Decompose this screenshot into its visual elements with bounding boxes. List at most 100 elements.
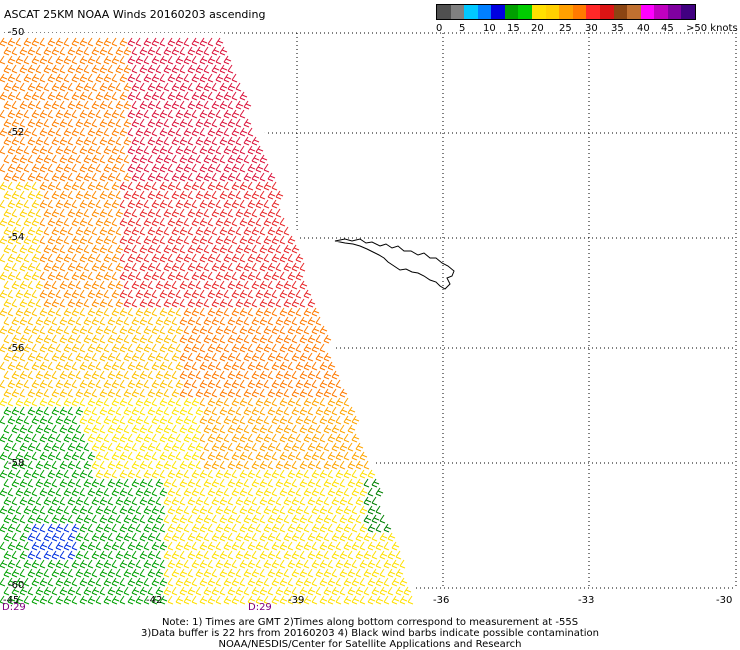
wind-barb bbox=[143, 73, 152, 83]
wind-barb bbox=[119, 37, 128, 47]
wind-barb-flag bbox=[201, 58, 208, 62]
wind-barb-flag bbox=[121, 76, 128, 80]
wind-barb-staff bbox=[183, 37, 189, 45]
wind-barb-flag bbox=[13, 85, 20, 89]
wind-barb-flag bbox=[71, 43, 78, 47]
wind-barb bbox=[11, 64, 18, 74]
wind-barb bbox=[151, 55, 160, 65]
wind-barb-flag bbox=[31, 61, 38, 65]
wind-barb bbox=[63, 73, 70, 83]
wind-barb-flag bbox=[193, 40, 200, 44]
wind-barb-flag bbox=[165, 67, 172, 71]
wind-barb bbox=[15, 37, 22, 47]
wind-barb-flag bbox=[153, 58, 160, 62]
wind-barb-flag bbox=[139, 52, 146, 56]
wind-barb-flag bbox=[215, 79, 222, 83]
wind-barb-flag bbox=[161, 58, 168, 62]
wind-barb bbox=[0, 73, 8, 83]
wind-barb-flag bbox=[63, 61, 70, 65]
wind-barb bbox=[135, 55, 144, 65]
wind-barb-flag bbox=[25, 40, 32, 44]
wind-barb-staff bbox=[131, 46, 137, 54]
wind-barb bbox=[219, 46, 228, 56]
colorbar-segment bbox=[613, 5, 628, 19]
wind-barb bbox=[231, 73, 238, 83]
wind-barb bbox=[67, 82, 74, 92]
wind-barb bbox=[227, 64, 234, 74]
wind-barb-flag bbox=[69, 67, 76, 71]
wind-barb-flag bbox=[7, 43, 14, 47]
wind-barb-flag bbox=[67, 70, 74, 74]
wind-barb bbox=[91, 46, 100, 56]
wind-barb-flag bbox=[105, 58, 112, 62]
wind-barb-flag bbox=[0, 61, 6, 65]
wind-barb-flag bbox=[149, 49, 156, 53]
wind-barb-flag bbox=[37, 85, 44, 89]
wind-barb-flag bbox=[93, 49, 100, 53]
wind-barb bbox=[179, 64, 186, 74]
wind-barb bbox=[91, 64, 100, 74]
wind-barb-flag bbox=[105, 76, 112, 80]
wind-barb-flag bbox=[113, 58, 120, 62]
wind-barb bbox=[111, 55, 120, 65]
wind-barb-flag bbox=[153, 40, 160, 44]
colorbar-tick-label: 45 bbox=[661, 23, 674, 34]
wind-barb-flag bbox=[127, 61, 134, 65]
wind-barb-flag bbox=[191, 43, 198, 47]
wind-barb-flag bbox=[225, 76, 232, 80]
wind-barb bbox=[175, 37, 184, 47]
wind-barb-flag bbox=[49, 40, 56, 44]
wind-barb-flag bbox=[1, 40, 8, 44]
wind-barb-flag bbox=[125, 67, 132, 71]
wind-barb bbox=[99, 64, 108, 74]
wind-barb bbox=[23, 37, 32, 47]
wind-barb bbox=[87, 55, 96, 65]
wind-barb bbox=[103, 37, 112, 47]
wind-barb-flag bbox=[119, 61, 126, 65]
wind-barb-flag bbox=[49, 76, 56, 80]
wind-barb bbox=[127, 73, 136, 83]
wind-barb bbox=[7, 55, 16, 65]
wind-barb-flag bbox=[221, 67, 228, 71]
wind-barb-flag bbox=[75, 88, 82, 92]
wind-barb-flag bbox=[51, 70, 58, 74]
wind-barb bbox=[155, 46, 162, 56]
wind-barb-staff bbox=[135, 37, 141, 45]
wind-barb bbox=[203, 64, 210, 74]
wind-barb-flag bbox=[173, 67, 180, 71]
wind-barb-flag bbox=[219, 70, 226, 74]
wind-barb-flag bbox=[169, 40, 176, 44]
wind-barb-flag bbox=[87, 43, 94, 47]
wind-barb bbox=[55, 55, 64, 65]
wind-barb-flag bbox=[85, 85, 92, 89]
wind-barb-flag bbox=[153, 76, 160, 80]
wind-barb bbox=[167, 55, 174, 65]
wind-barb-staff bbox=[131, 64, 137, 72]
wind-barb-flag bbox=[143, 79, 150, 83]
colorbar-tick-label: 40 bbox=[637, 23, 650, 34]
wind-barb bbox=[199, 73, 208, 83]
wind-barb-flag bbox=[55, 61, 62, 65]
wind-barb-staff bbox=[159, 37, 165, 45]
wind-barb-staff bbox=[35, 64, 41, 72]
wind-barb bbox=[75, 82, 84, 92]
wind-barb-flag bbox=[129, 76, 136, 80]
wind-barb-staff bbox=[107, 64, 113, 72]
wind-barb-flag bbox=[47, 61, 54, 65]
wind-barb-flag bbox=[173, 49, 180, 53]
wind-barb-flag bbox=[91, 70, 98, 74]
wind-barb-flag bbox=[225, 58, 232, 62]
wind-barb bbox=[119, 73, 128, 83]
wind-barb bbox=[15, 73, 22, 83]
wind-barb-flag bbox=[151, 61, 158, 65]
wind-barb bbox=[167, 37, 176, 47]
wind-barb bbox=[3, 46, 12, 56]
wind-barb-staff bbox=[35, 46, 41, 54]
wind-barb-flag bbox=[167, 79, 174, 83]
wind-barb-flag bbox=[11, 70, 18, 74]
wind-barb-staff bbox=[179, 64, 185, 72]
wind-barb-flag bbox=[7, 79, 14, 83]
colorbar-segment bbox=[450, 5, 465, 19]
wind-barb-flag bbox=[45, 49, 52, 53]
